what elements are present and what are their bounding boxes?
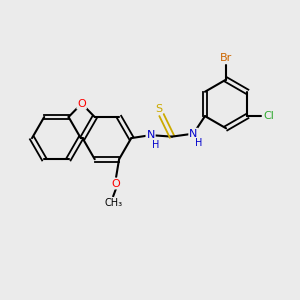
Text: O: O xyxy=(77,99,86,109)
Text: N: N xyxy=(146,130,155,140)
Text: S: S xyxy=(155,104,162,114)
Text: H: H xyxy=(152,140,160,150)
Text: CH₃: CH₃ xyxy=(104,198,122,208)
Text: Br: Br xyxy=(220,53,232,63)
Text: Cl: Cl xyxy=(263,111,274,121)
Text: N: N xyxy=(189,129,198,139)
Text: O: O xyxy=(112,178,121,189)
Text: H: H xyxy=(195,138,202,148)
